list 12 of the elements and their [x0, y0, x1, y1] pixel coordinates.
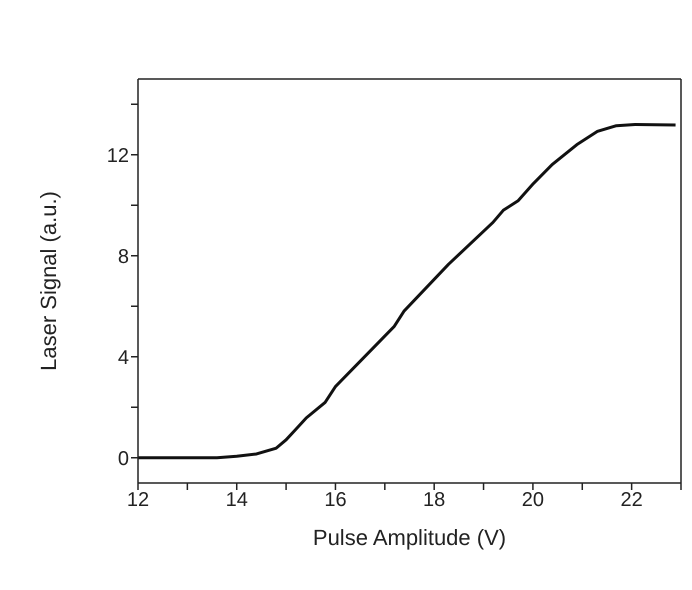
x-tick-label: 20 — [522, 489, 544, 512]
y-tick-label: 8 — [118, 246, 129, 268]
y-tick-label: 0 — [118, 448, 129, 470]
y-tick-label: 12 — [106, 144, 129, 167]
x-axis-title: Pulse Amplitude (V) — [312, 525, 506, 550]
y-tick-label: 4 — [118, 346, 129, 369]
x-tick-label: 14 — [226, 489, 248, 512]
x-tick-label: 16 — [324, 489, 347, 512]
x-tick-label: 18 — [423, 489, 446, 512]
y-axis-title: Laser Signal (a.u.) — [36, 191, 61, 371]
line-series — [138, 122, 678, 460]
x-tick-label: 22 — [620, 489, 643, 512]
